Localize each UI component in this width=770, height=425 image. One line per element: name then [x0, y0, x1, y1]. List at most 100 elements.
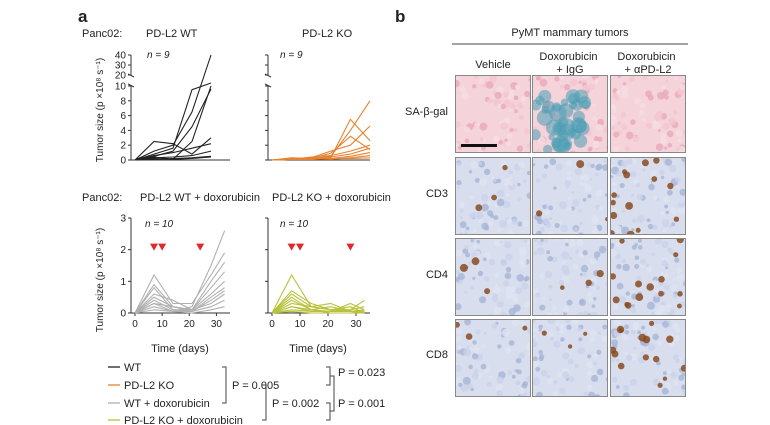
- cell-nucleus: [538, 328, 542, 332]
- cell-nucleus: [546, 250, 551, 255]
- x-tick-label: 20: [184, 319, 196, 330]
- cell-nucleus: [568, 207, 572, 212]
- blue-stain: [557, 118, 575, 136]
- cell-nucleus: [478, 78, 485, 85]
- cell-nucleus: [471, 353, 479, 360]
- brown-stain: [475, 204, 483, 212]
- cell-nucleus: [578, 337, 583, 342]
- cell-nucleus: [583, 310, 589, 315]
- cell-nucleus: [496, 390, 504, 396]
- cell-nucleus: [536, 86, 541, 91]
- cell-nucleus: [457, 345, 462, 350]
- column-header-dox-apdl2-line2: + αPD-L2: [624, 64, 671, 76]
- cell-nucleus: [570, 239, 575, 244]
- cell-nucleus: [596, 368, 604, 376]
- cell-nucleus: [536, 149, 541, 152]
- brown-stain: [646, 283, 654, 291]
- cell-nucleus: [565, 242, 569, 247]
- cell-nucleus: [458, 382, 463, 388]
- brown-stain: [560, 285, 565, 290]
- cell-nucleus: [468, 364, 473, 370]
- cell-nucleus: [476, 354, 484, 361]
- cell-nucleus: [472, 214, 476, 219]
- chart-2: [264, 54, 371, 161]
- cell-nucleus: [673, 335, 680, 342]
- cell-nucleus: [547, 320, 555, 325]
- cell-nucleus: [568, 376, 575, 383]
- cell-nucleus: [602, 324, 607, 330]
- cell-nucleus: [504, 346, 512, 354]
- treatment-marker: [150, 243, 158, 251]
- cell-nucleus: [657, 129, 661, 132]
- cell-nucleus: [651, 252, 655, 256]
- cell-nucleus: [493, 306, 502, 314]
- cell-nucleus: [596, 349, 602, 355]
- cell-nucleus: [559, 387, 566, 394]
- cell-nucleus: [519, 262, 526, 269]
- cell-nucleus: [506, 193, 510, 197]
- cell-nucleus: [479, 177, 488, 186]
- cell-nucleus: [506, 133, 513, 139]
- cell-nucleus: [566, 324, 572, 330]
- cell-nucleus: [503, 280, 509, 287]
- cell-nucleus: [631, 228, 635, 232]
- cell-nucleus: [472, 244, 478, 249]
- cell-nucleus: [538, 324, 543, 330]
- cell-nucleus: [659, 169, 665, 176]
- cell-nucleus: [502, 222, 507, 227]
- cell-nucleus: [470, 239, 474, 243]
- cell-nucleus: [602, 164, 607, 171]
- cell-nucleus: [647, 223, 654, 230]
- cell-nucleus: [558, 76, 565, 80]
- blue-stain: [536, 109, 553, 126]
- micrograph-tile: [532, 75, 608, 153]
- cell-nucleus: [464, 290, 468, 294]
- cell-nucleus: [662, 122, 670, 130]
- cell-nucleus: [578, 209, 582, 213]
- cell-nucleus: [497, 228, 501, 233]
- cell-nucleus: [493, 178, 497, 183]
- brown-stain: [657, 382, 663, 388]
- significance-brackets: [222, 366, 335, 421]
- cell-nucleus: [460, 228, 466, 233]
- micrograph-image: [611, 76, 685, 152]
- cell-nucleus: [631, 329, 636, 335]
- cell-nucleus: [492, 98, 499, 105]
- cell-nucleus: [624, 351, 628, 355]
- cell-nucleus: [465, 226, 470, 231]
- cell-nucleus: [624, 330, 629, 335]
- cell-nucleus: [515, 287, 522, 295]
- cell-nucleus: [565, 160, 573, 167]
- x-tick-label: 30: [211, 319, 223, 330]
- cell-nucleus: [606, 96, 607, 100]
- cell-nucleus: [635, 182, 641, 188]
- cell-nucleus: [588, 297, 593, 303]
- cell-nucleus: [485, 81, 494, 89]
- stat-p2: P = 0.002: [272, 398, 319, 410]
- cell-nucleus: [503, 182, 508, 187]
- cell-nucleus: [471, 372, 479, 380]
- micrograph-tile: [455, 238, 531, 316]
- cell-nucleus: [659, 132, 667, 140]
- cell-nucleus: [503, 91, 509, 98]
- cell-nucleus: [511, 374, 516, 379]
- cell-nucleus: [496, 198, 505, 207]
- cell-nucleus: [463, 348, 472, 357]
- cell-nucleus: [560, 224, 568, 233]
- series-line-8: [271, 135, 371, 161]
- cell-nucleus: [631, 158, 637, 164]
- blue-stain: [552, 138, 567, 152]
- series-line-2: [134, 252, 226, 314]
- cell-nucleus: [464, 320, 471, 326]
- cell-nucleus: [515, 380, 520, 385]
- cell-nucleus: [554, 222, 560, 229]
- cell-nucleus: [473, 368, 479, 374]
- cell-nucleus: [488, 220, 494, 227]
- blue-stain: [543, 144, 553, 152]
- cell-nucleus: [506, 230, 514, 234]
- y-axis-label-top: Tumor size (p ×10⁸ s⁻¹): [95, 58, 106, 162]
- cell-nucleus: [681, 384, 685, 390]
- cell-nucleus: [621, 85, 629, 94]
- brown-stain: [662, 376, 668, 381]
- cell-nucleus: [567, 358, 574, 365]
